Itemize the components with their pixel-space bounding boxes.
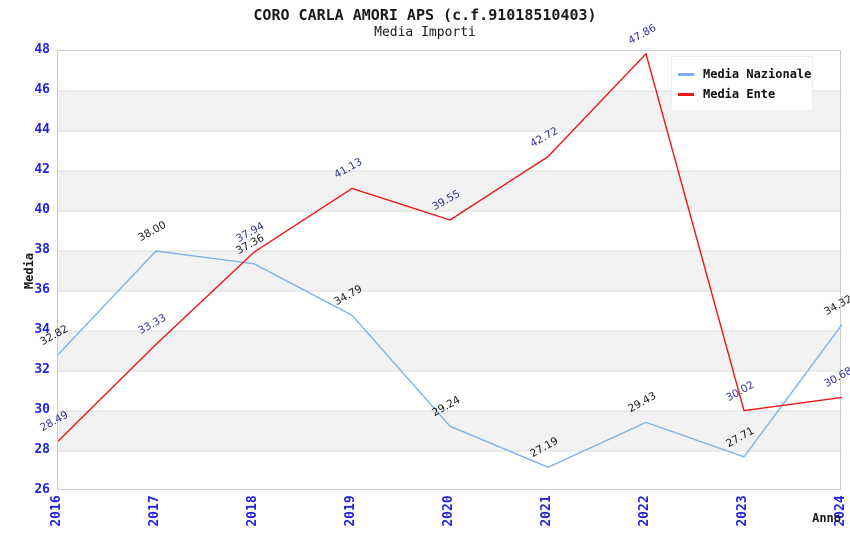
series-line-media-nazionale bbox=[58, 250, 842, 468]
y-tick-label: 34 bbox=[34, 322, 50, 337]
plot-area bbox=[57, 50, 842, 490]
media-nazionale-line-swatch-icon bbox=[678, 72, 694, 76]
x-tick-label: 2023 bbox=[735, 495, 750, 527]
x-tick-label: 2022 bbox=[637, 495, 652, 527]
legend-label: Media Nazionale bbox=[703, 67, 812, 81]
x-tick-label: 2017 bbox=[147, 495, 162, 527]
x-tick-label: 2016 bbox=[49, 495, 64, 527]
series-line-media-ente bbox=[58, 53, 842, 442]
line-chart-canvas bbox=[58, 53, 842, 468]
y-tick-label: 38 bbox=[34, 242, 50, 257]
legend-label: Media Ente bbox=[703, 87, 776, 101]
y-tick-label: 26 bbox=[34, 482, 50, 497]
y-axis-title: Media bbox=[22, 252, 36, 290]
media-ente-line-swatch-icon bbox=[678, 92, 694, 96]
y-tick-label: 42 bbox=[34, 162, 50, 177]
y-tick-label: 30 bbox=[34, 402, 50, 417]
y-tick-label: 32 bbox=[34, 362, 50, 377]
chart-subtitle: Media Importi bbox=[374, 25, 476, 40]
y-tick-label: 36 bbox=[34, 282, 50, 297]
x-axis-title: Anno bbox=[812, 511, 841, 525]
legend-item-media-ente: Media Ente bbox=[678, 87, 804, 101]
x-tick-label: 2020 bbox=[441, 495, 456, 527]
x-tick-label: 2021 bbox=[539, 495, 554, 527]
y-tick-label: 40 bbox=[34, 202, 50, 217]
legend: Media Nazionale Media Ente bbox=[671, 56, 813, 111]
y-tick-label: 46 bbox=[34, 82, 50, 97]
x-tick-label: 2019 bbox=[343, 495, 358, 527]
legend-item-media-nazionale: Media Nazionale bbox=[678, 67, 811, 81]
y-tick-label: 28 bbox=[34, 442, 50, 457]
x-tick-label: 2018 bbox=[245, 495, 260, 527]
y-tick-label: 48 bbox=[34, 42, 50, 57]
chart-title: CORO CARLA AMORI APS (c.f.91018510403) bbox=[253, 6, 597, 24]
y-tick-label: 44 bbox=[34, 122, 50, 137]
